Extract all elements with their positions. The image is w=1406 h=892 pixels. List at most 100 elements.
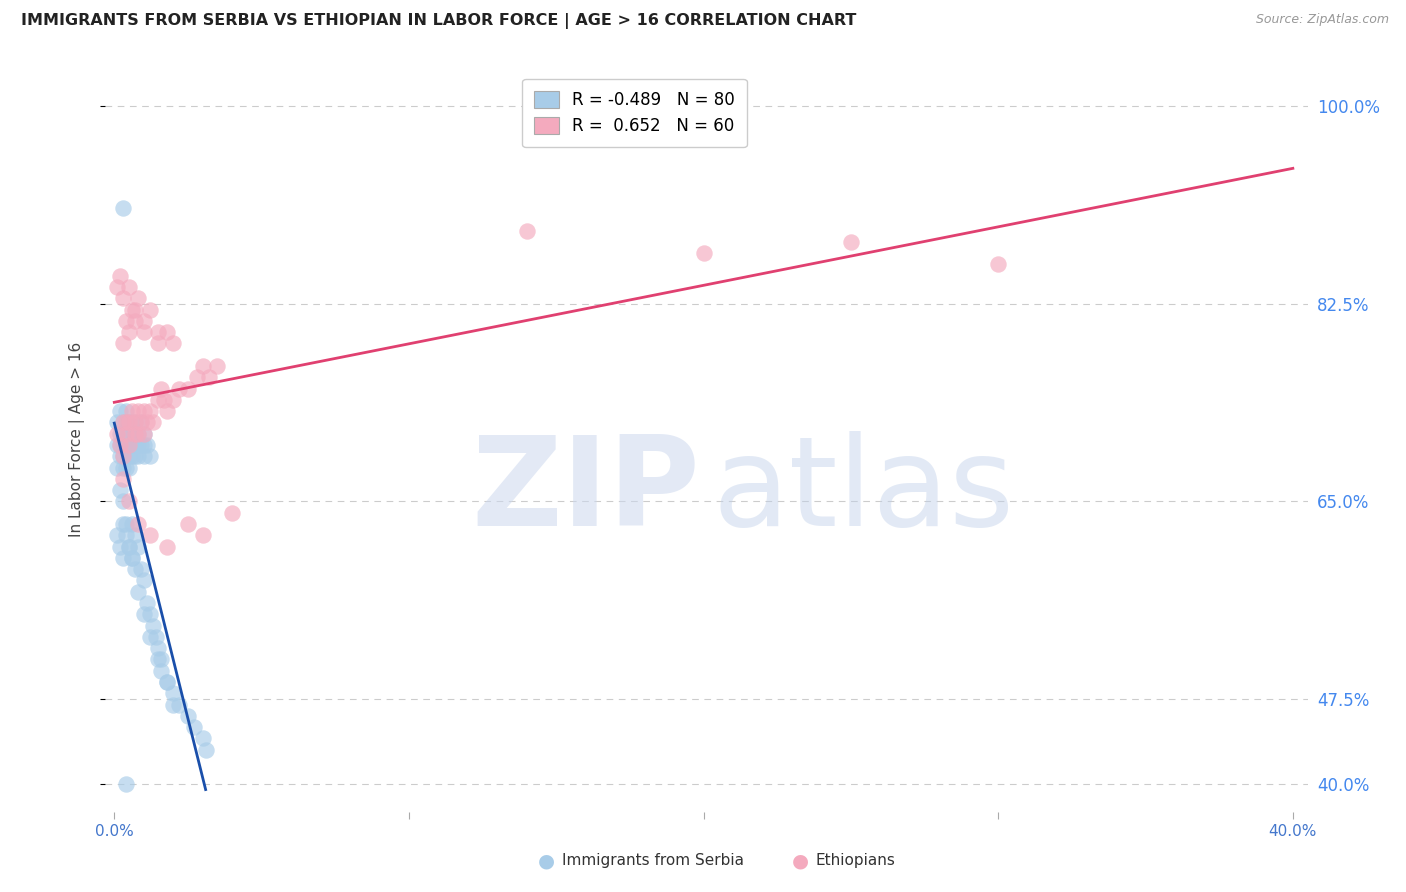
Point [197,370,219,384]
Point [135,438,157,452]
Point [156,675,179,690]
Point [118,540,141,554]
Point [124,416,146,430]
Point [105,460,128,475]
Point [138,404,160,418]
Point [124,562,146,576]
Point [138,449,160,463]
Point [156,540,179,554]
Point [115,438,138,452]
Point [153,392,176,407]
Point [112,438,135,452]
Point [142,416,165,430]
Point [150,664,173,678]
Point [115,460,138,475]
Point [127,449,149,463]
Point [121,404,143,418]
Point [108,404,131,418]
Point [150,382,173,396]
Point [112,516,135,531]
Point [105,280,128,294]
Point [156,675,179,690]
Legend: R = -0.489   N = 80, R =  0.652   N = 60: R = -0.489 N = 80, R = 0.652 N = 60 [522,79,747,147]
Point [129,562,152,576]
Point [108,540,131,554]
Point [118,438,141,452]
Point [115,776,138,790]
Point [177,708,200,723]
Point [132,325,155,339]
Point [148,652,170,666]
Point [162,686,184,700]
Point [124,416,146,430]
Point [112,416,135,430]
Point [132,607,155,622]
Point [132,426,155,441]
Point [121,550,143,565]
Point [112,449,135,463]
Point [127,438,149,452]
Point [156,404,179,418]
Point [118,438,141,452]
Point [124,438,146,452]
Y-axis label: In Labor Force | Age > 16: In Labor Force | Age > 16 [69,342,84,537]
Point [118,460,141,475]
Point [108,483,131,497]
Point [221,506,243,520]
Point [138,630,160,644]
Point [118,416,141,430]
Point [132,404,155,418]
Point [118,426,141,441]
Point [148,336,170,351]
Point [127,291,149,305]
Point [124,426,146,441]
Point [124,314,146,328]
Point [108,426,131,441]
Point [108,438,131,452]
Point [124,449,146,463]
Point [121,550,143,565]
Point [108,268,131,283]
Text: IMMIGRANTS FROM SERBIA VS ETHIOPIAN IN LABOR FORCE | AGE > 16 CORRELATION CHART: IMMIGRANTS FROM SERBIA VS ETHIOPIAN IN L… [21,13,856,29]
Point [138,607,160,622]
Point [112,449,135,463]
Point [118,449,141,463]
Point [118,494,141,508]
Point [132,574,155,588]
Point [121,449,143,463]
Point [105,416,128,430]
Point [112,494,135,508]
Point [148,392,170,407]
Point [138,528,160,542]
Point [194,742,217,756]
Point [132,438,155,452]
Point [118,540,141,554]
Point [516,223,538,237]
Point [148,325,170,339]
Point [115,314,138,328]
Point [129,438,152,452]
Point [127,540,149,554]
Point [145,630,167,644]
Text: ZIP: ZIP [472,431,700,552]
Point [162,336,184,351]
Point [987,257,1010,271]
Point [124,528,146,542]
Point [132,449,155,463]
Point [191,359,214,373]
Point [191,528,214,542]
Point [129,416,152,430]
Point [132,426,155,441]
Point [115,404,138,418]
Point [112,460,135,475]
Point [112,201,135,215]
Point [121,302,143,317]
Point [135,416,157,430]
Point [127,404,149,418]
Point [121,426,143,441]
Point [115,516,138,531]
Point [839,235,862,249]
Point [138,302,160,317]
Text: Source: ZipAtlas.com: Source: ZipAtlas.com [1256,13,1389,27]
Point [105,528,128,542]
